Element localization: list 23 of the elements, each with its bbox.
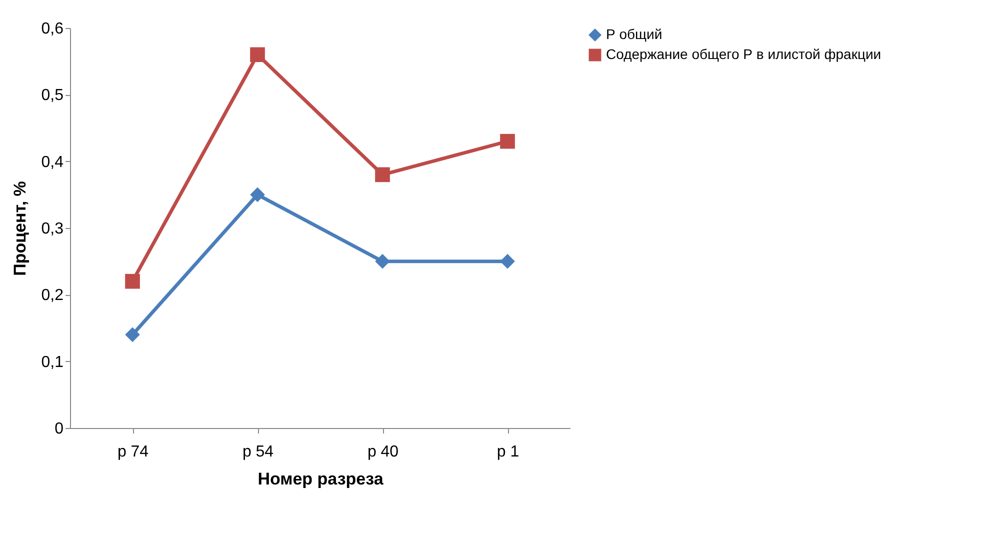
x-tick-label: р 74 bbox=[117, 444, 149, 460]
x-axis-title: Номер разреза bbox=[258, 470, 384, 488]
x-tick-label: р 40 bbox=[367, 444, 399, 460]
point bbox=[500, 134, 515, 149]
x-tick-label: р 54 bbox=[242, 444, 274, 460]
legend-label: Р общий bbox=[606, 26, 662, 42]
point bbox=[250, 187, 265, 202]
point bbox=[375, 167, 390, 182]
point bbox=[125, 327, 140, 342]
point bbox=[250, 47, 265, 62]
x-tick-label: р 1 bbox=[496, 444, 520, 460]
point bbox=[500, 254, 515, 269]
y-tick-label: 0,1 bbox=[41, 354, 64, 371]
y-tick-label: 0,4 bbox=[41, 154, 64, 171]
y-tick-label: 0,6 bbox=[41, 20, 64, 38]
legend-label: Содержание общего Р в илистой фракции bbox=[606, 46, 882, 62]
point bbox=[375, 254, 390, 269]
y-tick-label: 0,3 bbox=[41, 220, 64, 238]
y-tick-label: 0,5 bbox=[41, 87, 64, 104]
point bbox=[125, 274, 140, 289]
y-tick-label: 0,2 bbox=[41, 287, 64, 304]
y-tick-label: 0 bbox=[54, 420, 64, 438]
y-axis-title: Процент, % bbox=[10, 181, 30, 276]
